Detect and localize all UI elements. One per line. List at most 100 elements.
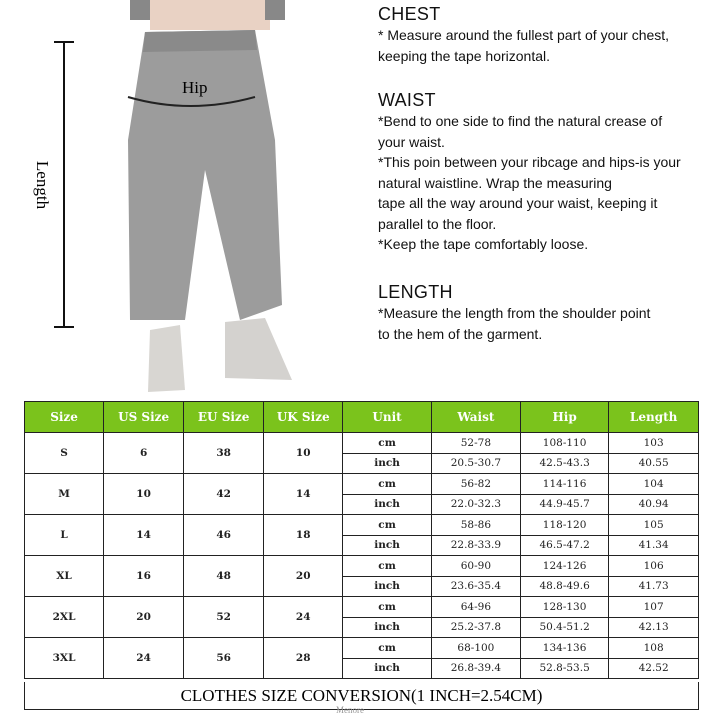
table-cell: inch [342,534,432,556]
hip-label: Hip [182,78,208,97]
table-row: 3XL 24 56 28 cm 68-100 134-136 108 [23,637,699,679]
table-cell: 52.8-53.5 [519,657,610,679]
section-text: your waist. [378,133,445,150]
table-cell: 40.94 [608,493,699,515]
guide-section-length: LENGTH *Measure the length from the shoul… [378,282,650,344]
column-header: Hip [519,401,610,433]
column-header: Size [23,401,105,433]
section-text: tape all the way around your waist, keep… [378,195,658,211]
conversion-note: CLOTHES SIZE CONVERSION(1 INCH=2.54CM) [24,682,699,710]
column-header: Waist [430,401,521,433]
table-cell: 41.34 [608,534,699,556]
table-row: XL 16 48 20 cm 60-90 124-126 106 [23,555,699,597]
section-text: *Keep the tape comfortably loose. [378,236,589,252]
table-cell: cm [342,473,432,495]
table-cell: M [23,473,105,515]
table-cell: 42.52 [608,657,699,679]
section-text: parallel to the floor. [378,215,497,232]
section-title: WAIST [378,90,436,110]
table-cell: 14 [263,473,344,515]
table-cell: cm [342,514,432,536]
table-cell: 64-96 [430,596,521,618]
column-header: Unit [342,401,432,433]
table-cell: 26.8-39.4 [430,657,521,679]
table-cell: L [23,514,105,556]
table-row: inch 20.5-30.7 42.5-43.3 40.55 [25,452,699,474]
table-cell: 108 [608,637,699,659]
table-cell: 56-82 [430,473,521,495]
table-row: 2XL 20 52 24 cm 64-96 128-130 107 [23,596,699,638]
table-cell: 105 [608,514,699,536]
table-cell: inch [342,493,432,515]
table-cell: 24 [103,637,185,679]
table-cell: inch [342,575,432,597]
table-cell: 20.5-30.7 [430,452,521,474]
table-cell: 42.5-43.3 [519,452,610,474]
table-cell: S [23,432,105,474]
table-cell: 10 [263,432,344,474]
table-cell: 28 [263,637,344,679]
table-cell: 40.55 [608,452,699,474]
table-cell: 52-78 [430,432,521,454]
table-row: inch 22.8-33.9 46.5-47.2 41.34 [25,534,699,556]
table-cell: 24 [263,596,344,638]
table-cell: 23.6-35.4 [430,575,521,597]
section-title: CHEST [378,4,441,24]
section-text: *This poin between your ribcage and hips… [378,154,681,170]
table-row: inch 25.2-37.8 50.4-51.2 42.13 [25,616,699,638]
table-cell: 22.8-33.9 [430,534,521,556]
table-cell: 2XL [23,596,105,638]
table-cell: 20 [263,555,344,597]
table-row: S 6 38 10 cm 52-78 108-110 103 [23,432,699,474]
table-cell: 10 [103,473,185,515]
table-cell: 134-136 [519,637,610,659]
table-row: L 14 46 18 cm 58-86 118-120 105 [23,514,699,556]
table-cell: 118-120 [519,514,610,536]
table-cell: 52 [183,596,265,638]
table-row: M 10 42 14 cm 56-82 114-116 104 [23,473,699,515]
section-text: to the hem of the garment. [378,325,543,342]
table-cell: 68-100 [430,637,521,659]
column-header: Length [608,401,699,433]
table-cell: 56 [183,637,265,679]
table-cell: 58-86 [430,514,521,536]
table-cell: 103 [608,432,699,454]
table-cell: 6 [103,432,185,474]
size-table: Size US Size EU Size UK Size Unit Waist Hip Len… [23,401,699,679]
table-row: inch 23.6-35.4 48.8-49.6 41.73 [25,575,699,597]
table-cell: 104 [608,473,699,495]
table-cell: 60-90 [430,555,521,577]
table-cell: 114-116 [519,473,610,495]
table-cell: inch [342,657,432,679]
table-cell: inch [342,616,432,638]
column-header: EU Size [183,401,265,433]
table-cell: 128-130 [519,596,610,618]
column-header: UK Size [263,401,344,433]
table-cell: 46 [183,514,265,556]
table-cell: 16 [103,555,185,597]
table-cell: inch [342,452,432,474]
table-cell: 42 [183,473,265,515]
section-text: natural waistline. Wrap the measuring [378,174,612,191]
table-cell: 48 [183,555,265,597]
table-cell: 38 [183,432,265,474]
guide-section-chest: CHEST * Measure around the fullest part o… [378,4,669,66]
table-cell: 50.4-51.2 [519,616,610,638]
table-cell: 41.73 [608,575,699,597]
product-photo: Hip Length [0,0,370,400]
table-cell: 46.5-47.2 [519,534,610,556]
table-row: inch 26.8-39.4 52.8-53.5 42.52 [25,657,699,679]
table-cell: 25.2-37.8 [430,616,521,638]
table-cell: 14 [103,514,185,556]
table-cell: 124-126 [519,555,610,577]
table-cell: 42.13 [608,616,699,638]
column-header: US Size [103,401,185,433]
length-label: Length [33,160,53,210]
section-text: keeping the tape horizontal. [378,47,551,64]
watermark: Menore [336,705,364,715]
table-cell: cm [342,432,432,454]
table-cell: 106 [608,555,699,577]
table-cell: 20 [103,596,185,638]
table-cell: 44.9-45.7 [519,493,610,515]
table-cell: 3XL [23,637,105,679]
